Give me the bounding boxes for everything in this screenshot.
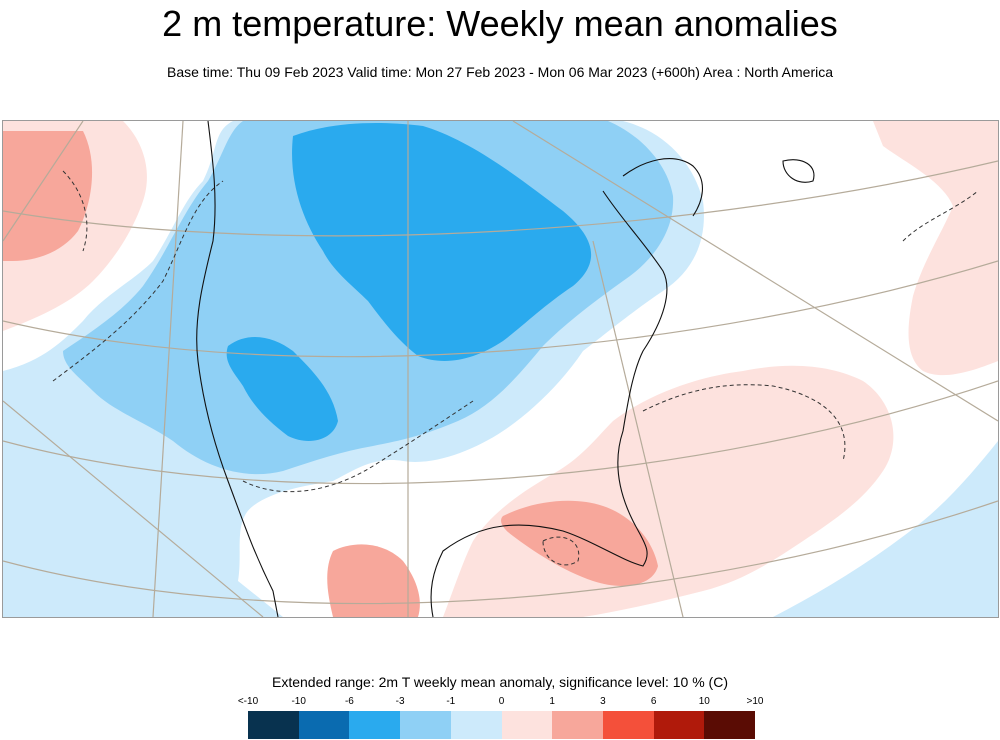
legend-swatch	[552, 711, 603, 739]
legend-tick-label: -6	[344, 696, 354, 707]
legend-title: Extended range: 2m T weekly mean anomaly…	[271, 674, 728, 690]
page-title: 2 m temperature: Weekly mean anomalies	[162, 3, 838, 44]
cold-anomaly-strong-west	[226, 336, 338, 441]
legend-tick-labels: <-10 -10 -6 -3 -1 0 1 3 6 10 >10	[0, 696, 1000, 710]
legend-tick-label: 1	[549, 696, 555, 707]
cold-anomaly-strong-region	[292, 123, 592, 362]
legend-swatch	[248, 711, 299, 739]
legend-swatch	[653, 711, 705, 739]
legend-color-bar	[248, 711, 756, 739]
legend-tick-label: 3	[600, 696, 606, 707]
legend-swatch	[501, 711, 553, 739]
legend-tick-label: 6	[650, 696, 657, 707]
page-subtitle: Base time: Thu 09 Feb 2023 Valid time: M…	[166, 64, 833, 80]
legend-tick-label: -1	[446, 696, 456, 707]
coastlines	[196, 121, 815, 617]
warm-anomaly-atlantic-region	[873, 121, 998, 376]
graticule	[3, 121, 998, 617]
legend-swatch	[704, 711, 756, 739]
warm-anomaly-mexico-region	[327, 544, 420, 617]
anomaly-map	[2, 120, 999, 618]
legend-tick-label: -3	[395, 696, 405, 707]
legend-swatch	[349, 711, 401, 739]
significance-contours	[52, 170, 979, 566]
warm-anomaly-gulf-region	[501, 500, 658, 586]
legend-tick-label: 10	[698, 696, 710, 707]
legend-swatch	[450, 711, 502, 739]
legend-swatch	[298, 711, 350, 739]
warm-anomaly-pacific-core	[3, 131, 93, 261]
legend-tick-label: 0	[498, 696, 505, 707]
legend-swatch	[602, 711, 654, 739]
legend-tick-label: >10	[746, 696, 764, 707]
legend-swatch	[400, 711, 451, 739]
legend-tick-label: <-10	[237, 696, 259, 707]
cold-anomaly-atlantic-south	[773, 441, 998, 617]
legend-tick-label: -10	[291, 696, 306, 707]
